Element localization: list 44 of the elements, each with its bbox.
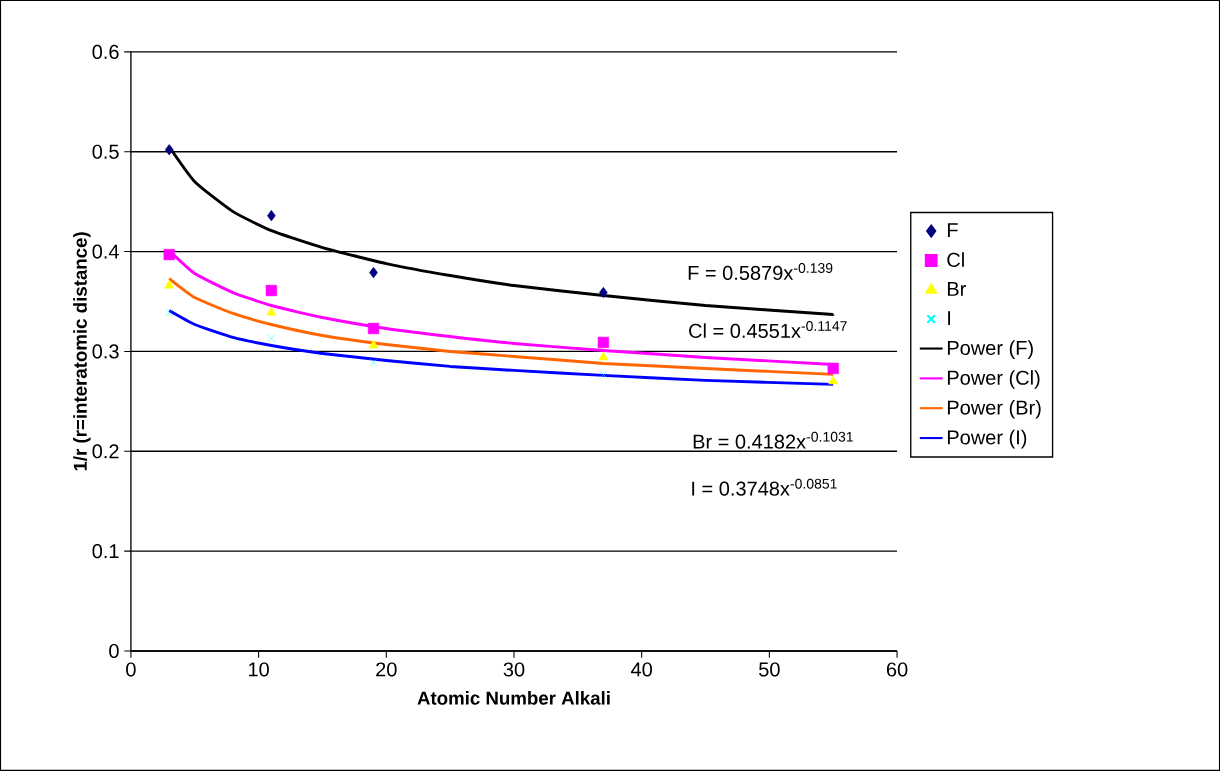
- annotation: Br = 0.4182x$^{-0.1031}$: [693, 431, 853, 449]
- point: [367, 322, 380, 335]
- point: [266, 306, 277, 316]
- point: [163, 249, 175, 261]
- y-tick-label: 0.1: [92, 544, 119, 559]
- x-tick-label: 20: [376, 662, 397, 677]
- point: [828, 375, 839, 385]
- point: [164, 279, 175, 289]
- legend-label: Power (I): [947, 429, 1027, 449]
- x-tick-label: 60: [886, 662, 908, 677]
- y-tick-label: 0.6: [92, 44, 119, 59]
- y-tick-label: 0.5: [92, 144, 119, 159]
- legend-label: Power (F): [947, 340, 1033, 359]
- x-tick-label: 50: [759, 662, 780, 677]
- y-tick-label: 0: [109, 643, 119, 659]
- annotation: Cl = 0.4551x$^{-0.1147}$: [689, 321, 847, 338]
- legend-label: Power (Br): [947, 400, 1041, 419]
- annotation: F = 0.5879x$^{-0.139}$: [688, 263, 833, 281]
- point: [267, 334, 276, 343]
- point: [599, 370, 608, 379]
- point: [827, 362, 839, 375]
- point: [164, 144, 174, 156]
- point: [165, 308, 174, 317]
- y-axis-title: 1/r (r=interatomic distance): [73, 232, 91, 471]
- point: [369, 358, 378, 367]
- y-tick-label: 0.4: [92, 244, 119, 259]
- x-tick-label: 30: [503, 662, 525, 677]
- annotation: I = 0.3748x$^{-0.0851}$: [692, 478, 837, 496]
- point: [265, 284, 277, 297]
- legend-label: Power (Cl): [947, 370, 1040, 389]
- point: [368, 339, 379, 349]
- point: [597, 336, 609, 349]
- legend-label: Br: [947, 282, 966, 296]
- y-tick-label: 0.3: [92, 344, 119, 359]
- point: [267, 210, 276, 222]
- legend-label: I: [948, 311, 951, 326]
- x-tick-label: 10: [249, 662, 269, 677]
- x-axis-title: Atomic Number Alkali: [417, 691, 610, 705]
- legend-label: F: [947, 223, 958, 237]
- y-tick-label: 0.2: [92, 444, 119, 459]
- x-tick-label: 40: [631, 662, 653, 677]
- x-tick-label: 0: [126, 662, 136, 677]
- point: [598, 351, 609, 361]
- legend-label: Cl: [947, 252, 964, 267]
